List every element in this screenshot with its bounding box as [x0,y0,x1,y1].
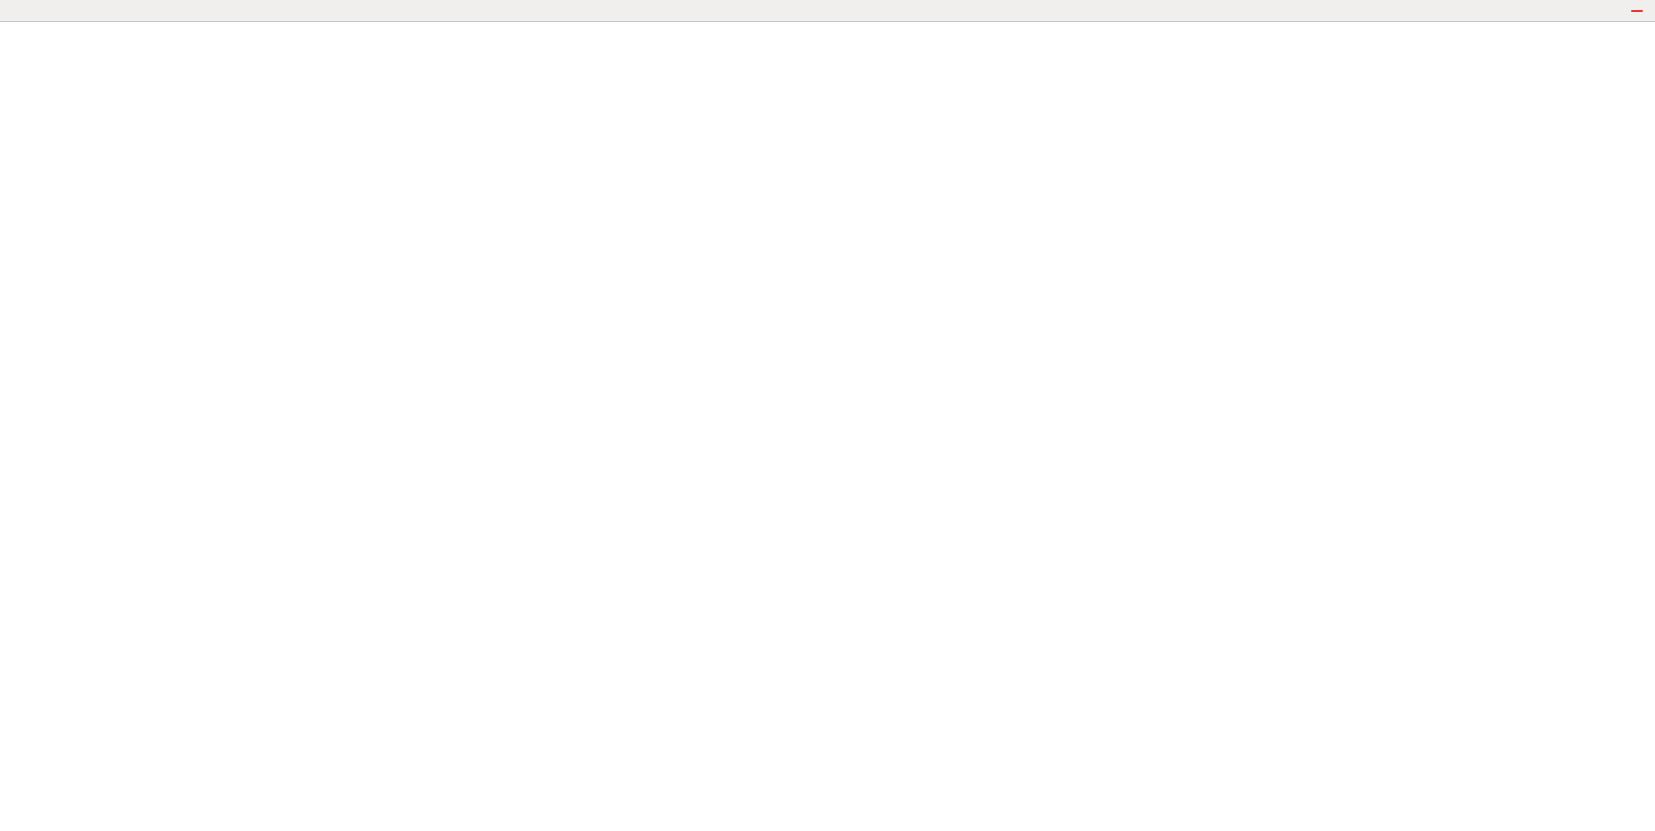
notification-badge[interactable] [1631,9,1643,12]
chart-window [0,22,1655,785]
toolbar-right [1624,9,1651,12]
chart-canvas[interactable] [0,22,1655,785]
toolbar [0,0,1655,22]
